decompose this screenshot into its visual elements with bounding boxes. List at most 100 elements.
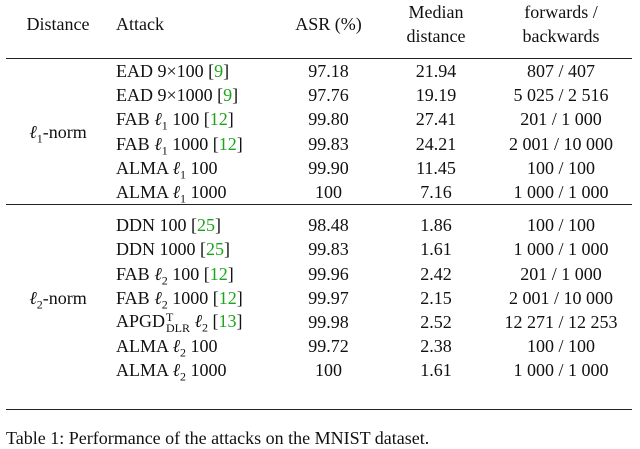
asr-value: 99.72	[308, 336, 349, 357]
results-table-wrap: Distance Attack ASR (%) Median distance …	[6, 0, 632, 384]
table-rule	[6, 48, 632, 59]
table-row: ALMA ℓ1 100 99.90 11.45 100 / 100	[6, 156, 632, 181]
attack-prefix: FAB	[116, 287, 155, 308]
fb-value: 2 001 / 10 000	[508, 133, 613, 154]
apgd-supsub: T DLR	[166, 309, 191, 335]
attack-suffix: 1000	[167, 133, 209, 154]
norm-subscript: 2	[180, 345, 187, 360]
header-row: Distance Attack ASR (%) Median distance …	[6, 0, 632, 48]
ell-symbol: ℓ	[154, 263, 162, 284]
median-value: 1.61	[420, 360, 452, 381]
asr-value: 97.76	[308, 85, 349, 106]
asr-value: 97.18	[308, 61, 349, 82]
attack-name: DDN 1000 [25]	[116, 239, 230, 260]
fb-value: 1 000 / 1 000	[513, 360, 609, 381]
attack-name: ALMA ℓ1 1000	[110, 180, 275, 205]
attack-label: DDN 1000	[116, 239, 196, 260]
asr-value: 98.48	[308, 215, 349, 236]
median-value: 24.21	[415, 133, 457, 154]
norm-subscript: 2	[180, 369, 187, 384]
attack-name: EAD 9×100 [9]	[116, 61, 230, 82]
attack-name: FAB ℓ1 1000 [12]	[116, 133, 243, 158]
header-fb-line1: forwards /	[524, 2, 598, 22]
table-row: ℓ1-norm EAD 9×100 [9] 97.18 21.94 807 / 407	[6, 59, 632, 144]
attack-prefix: ALMA	[116, 157, 173, 178]
ell-symbol: ℓ	[154, 287, 162, 308]
table-body: ℓ1-norm EAD 9×100 [9] 97.18 21.94 807 / 407 E…	[6, 48, 632, 384]
ell-symbol: ℓ	[29, 121, 37, 142]
median-value: 1.86	[420, 215, 452, 236]
header-forwards-backwards: forwards / backwards	[490, 0, 632, 48]
citation-link[interactable]: 9	[223, 85, 233, 106]
attack-name: EAD 9×1000 [9]	[116, 85, 239, 106]
attack-name: DDN 100 [25]	[116, 215, 221, 236]
asr-value: 99.83	[308, 133, 349, 154]
table-row: FAB ℓ1 1000 [12] 99.83 24.21 2 001 / 10 000	[6, 132, 632, 158]
norm-subscript: 2	[202, 320, 209, 335]
attack-name: ALMA ℓ2 100	[110, 334, 275, 360]
header-asr: ASR (%)	[295, 14, 362, 34]
attack-name: ALMA ℓ2 1000	[110, 358, 275, 384]
apgd-subscript: DLR	[166, 320, 191, 335]
distance-group-label: ℓ2-norm	[6, 213, 110, 382]
norm-subscript: 2	[36, 297, 43, 312]
citation-link[interactable]: 25	[206, 239, 224, 260]
attack-name: ALMA ℓ1 100	[110, 156, 275, 181]
median-value: 2.15	[420, 287, 452, 308]
apgd-superscript: T	[166, 309, 174, 324]
norm-subscript: 1	[161, 143, 168, 158]
table-bottom-rule	[6, 409, 632, 410]
attack-suffix: 100	[167, 109, 200, 130]
citation-link[interactable]: 13	[218, 311, 237, 332]
median-value: 11.45	[416, 157, 456, 178]
attack-prefix: FAB	[116, 133, 155, 154]
attack-suffix: 1000	[167, 287, 209, 308]
attack-prefix: ALMA	[116, 182, 173, 203]
median-value: 27.41	[415, 109, 457, 130]
rule-cell	[6, 204, 632, 214]
norm-subscript: 1	[161, 119, 168, 134]
header-attack: Attack	[116, 14, 164, 34]
table-row: ALMA ℓ1 1000 100 7.16 1 000 / 1 000	[6, 180, 632, 205]
fb-value: 100 / 100	[526, 215, 595, 236]
apgd-base: APGD	[116, 311, 166, 332]
attack-label: DDN 100	[116, 215, 187, 236]
median-value: 21.94	[415, 61, 457, 82]
norm-subscript: 2	[161, 273, 168, 288]
citation-link[interactable]: 12	[218, 287, 237, 308]
attack-suffix: 100	[167, 263, 200, 284]
header-median-line2: distance	[406, 26, 466, 46]
fb-value: 2 001 / 10 000	[508, 287, 613, 308]
table-row: ALMA ℓ2 1000 100 1.61 1 000 / 1 000	[6, 358, 632, 384]
asr-value: 99.83	[308, 239, 349, 260]
median-value: 2.52	[420, 311, 452, 332]
citation-link[interactable]: 12	[218, 133, 237, 154]
median-value: 1.61	[420, 239, 452, 260]
attack-name: FAB ℓ2 1000 [12]	[116, 287, 243, 312]
attack-label: EAD 9×1000	[116, 85, 213, 106]
fb-value: 201 / 1 000	[520, 263, 602, 284]
citation-link[interactable]: 9	[214, 61, 224, 82]
fb-value: 1 000 / 1 000	[513, 182, 609, 203]
distance-group-label: ℓ1-norm	[6, 59, 110, 205]
citation-link[interactable]: 25	[197, 215, 215, 236]
table-row: FAB ℓ1 100 [12] 99.80 27.41 201 / 1 000	[6, 107, 632, 134]
fb-value: 807 / 407	[526, 61, 595, 82]
ell-symbol: ℓ	[172, 182, 181, 203]
table-row: EAD 9×1000 [9] 97.76 19.19 5 025 / 2 516	[6, 83, 632, 107]
ell-symbol: ℓ	[154, 109, 162, 130]
norm-suffix: -norm	[42, 121, 87, 142]
attack-prefix: FAB	[116, 263, 155, 284]
table-row: ALMA ℓ2 100 99.72 2.38 100 / 100	[6, 334, 632, 360]
table-row: DDN 1000 [25] 99.83 1.61 1 000 / 1 000	[6, 237, 632, 261]
citation-link[interactable]: 12	[209, 263, 228, 284]
asr-value: 99.97	[308, 287, 349, 308]
citation-link[interactable]: 12	[209, 109, 228, 130]
attack-prefix: FAB	[116, 109, 155, 130]
fb-value: 100 / 100	[526, 157, 595, 178]
header-median: Median distance	[382, 0, 490, 48]
attack-prefix: ALMA	[116, 336, 173, 357]
asr-value: 99.98	[308, 311, 349, 332]
table-row: APGD T DLR ℓ2 [13] 99.98 2.52 12 271 / 12 253	[6, 310, 632, 334]
asr-value: 100	[315, 182, 342, 203]
